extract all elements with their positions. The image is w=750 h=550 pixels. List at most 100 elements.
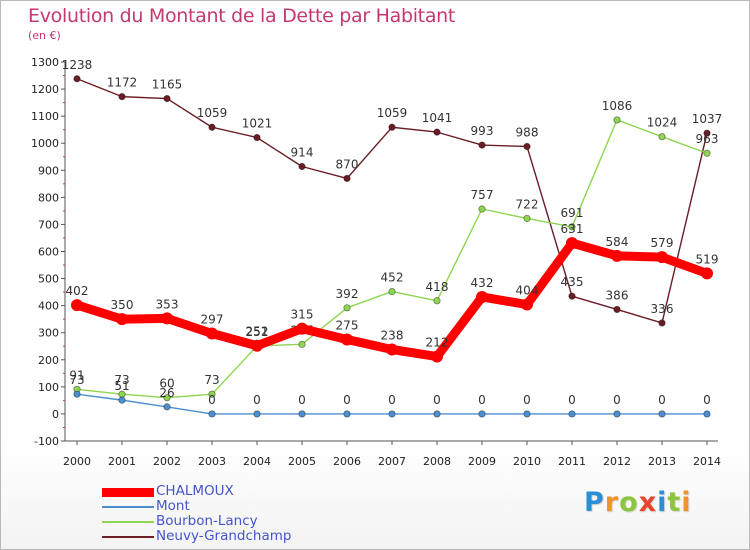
y-tick-label: 1300 — [31, 56, 59, 69]
x-tick-label: 2012 — [603, 455, 631, 468]
data-label-bourbon-lancy: 757 — [471, 188, 494, 202]
data-point-neuvy-grandchamp — [388, 123, 396, 131]
data-label-neuvy-grandchamp: 993 — [471, 124, 494, 138]
data-label-mont: 0 — [703, 393, 711, 407]
y-tick-label: 0 — [52, 408, 59, 421]
y-tick-label: 400 — [38, 300, 59, 313]
y-tick-label: 900 — [38, 164, 59, 177]
x-tick-label: 2001 — [108, 455, 136, 468]
data-label-bourbon-lancy: 452 — [381, 271, 404, 285]
y-tick-label: 600 — [38, 246, 59, 259]
data-label-bourbon-lancy: 91 — [69, 368, 84, 382]
data-point-mont — [703, 410, 711, 418]
data-point-mont — [658, 410, 666, 418]
data-label-neuvy-grandchamp: 914 — [291, 145, 314, 159]
data-point-bourbon-lancy — [433, 297, 441, 305]
data-point-neuvy-grandchamp — [658, 319, 666, 327]
data-label-mont: 0 — [388, 393, 396, 407]
data-label-chalmoux: 579 — [651, 236, 674, 250]
data-point-mont — [523, 410, 531, 418]
y-tick-label: -100 — [34, 435, 59, 448]
data-label-mont: 0 — [658, 393, 666, 407]
data-point-neuvy-grandchamp — [703, 129, 711, 137]
data-label-bourbon-lancy: 60 — [159, 377, 174, 391]
data-label-bourbon-lancy: 251 — [246, 325, 269, 339]
data-label-chalmoux: 519 — [696, 252, 719, 266]
data-label-neuvy-grandchamp: 336 — [651, 302, 674, 316]
x-tick-label: 2010 — [513, 455, 541, 468]
data-point-chalmoux — [656, 251, 668, 264]
data-label-chalmoux: 275 — [336, 318, 359, 332]
y-tick-label: 1000 — [31, 137, 59, 150]
data-label-neuvy-grandchamp: 1037 — [692, 112, 723, 126]
data-label-chalmoux: 432 — [471, 276, 494, 290]
legend-swatch — [102, 536, 154, 538]
data-label-mont: 0 — [568, 393, 576, 407]
data-point-bourbon-lancy — [658, 133, 666, 141]
x-tick-label: 2013 — [648, 455, 676, 468]
data-point-neuvy-grandchamp — [343, 174, 351, 183]
data-label-chalmoux: 315 — [291, 308, 314, 322]
data-label-neuvy-grandchamp: 1021 — [242, 117, 273, 131]
data-point-bourbon-lancy — [388, 287, 396, 296]
y-tick-label: 1100 — [31, 110, 59, 123]
data-label-mont: 0 — [253, 393, 261, 407]
data-label-chalmoux: 212 — [426, 336, 449, 350]
data-label-neuvy-grandchamp: 1059 — [377, 106, 408, 120]
data-point-neuvy-grandchamp — [433, 128, 441, 136]
legend-swatch — [102, 521, 154, 523]
data-label-bourbon-lancy: 1024 — [647, 116, 678, 130]
data-label-chalmoux: 402 — [66, 284, 89, 298]
y-tick-label: 100 — [38, 381, 59, 394]
data-label-mont: 73 — [69, 373, 84, 387]
data-point-mont — [433, 410, 441, 418]
data-label-bourbon-lancy: 73 — [114, 373, 129, 387]
chart-title: Evolution du Montant de la Dette par Hab… — [28, 5, 456, 27]
data-point-chalmoux — [161, 312, 173, 325]
data-label-mont: 0 — [433, 393, 441, 407]
data-point-mont — [163, 403, 171, 411]
data-label-neuvy-grandchamp: 1041 — [422, 111, 453, 125]
data-point-mont — [253, 410, 261, 418]
data-label-neuvy-grandchamp: 1238 — [62, 58, 93, 72]
legend-label: Neuvy-Grandchamp — [156, 528, 292, 544]
data-point-chalmoux — [341, 333, 353, 346]
x-tick-label: 2014 — [693, 455, 721, 468]
data-point-bourbon-lancy — [343, 304, 351, 312]
data-label-mont: 0 — [208, 393, 216, 407]
data-point-bourbon-lancy — [568, 223, 576, 231]
legend-label: CHALMOUX — [156, 483, 234, 499]
data-point-neuvy-grandchamp — [208, 123, 216, 131]
data-label-mont: 0 — [298, 393, 306, 407]
data-label-neuvy-grandchamp: 870 — [336, 157, 359, 171]
data-label-mont: 0 — [478, 393, 486, 407]
data-label-chalmoux: 584 — [606, 235, 629, 249]
data-point-mont — [118, 396, 126, 404]
legend-swatch — [102, 506, 154, 508]
data-label-bourbon-lancy: 722 — [516, 197, 539, 211]
data-point-bourbon-lancy — [613, 116, 621, 124]
data-point-neuvy-grandchamp — [298, 162, 306, 171]
data-label-neuvy-grandchamp: 1165 — [152, 78, 183, 92]
data-label-chalmoux: 350 — [111, 298, 134, 312]
data-label-bourbon-lancy: 963 — [696, 132, 719, 146]
y-tick-label: 800 — [38, 191, 59, 204]
data-point-chalmoux — [566, 237, 578, 250]
data-point-mont — [73, 390, 81, 398]
data-point-neuvy-grandchamp — [613, 305, 621, 314]
proxiti-logo: Proxiti — [584, 487, 692, 518]
data-point-neuvy-grandchamp — [73, 75, 81, 83]
data-point-neuvy-grandchamp — [568, 292, 576, 300]
data-point-neuvy-grandchamp — [523, 142, 531, 151]
x-tick-label: 2003 — [198, 455, 226, 468]
x-tick-label: 2006 — [333, 455, 361, 468]
data-point-neuvy-grandchamp — [253, 133, 261, 142]
y-tick-label: 700 — [38, 218, 59, 231]
data-point-bourbon-lancy — [478, 205, 486, 213]
x-tick-label: 2011 — [558, 455, 586, 468]
data-point-mont — [568, 410, 576, 418]
data-point-chalmoux — [476, 290, 488, 303]
data-label-bourbon-lancy: 73 — [204, 373, 219, 387]
data-label-chalmoux: 404 — [516, 284, 539, 298]
